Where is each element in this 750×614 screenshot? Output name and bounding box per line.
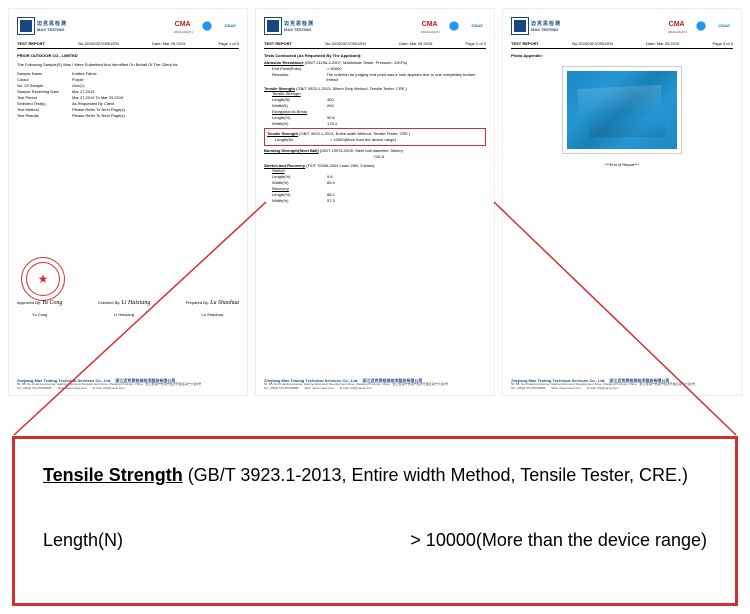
callout-title: Tensile Strength bbox=[43, 465, 183, 485]
callout-heading: Tensile Strength (GB/T 3923.1-2013, Enti… bbox=[43, 465, 707, 486]
callout-label: Length(N) bbox=[43, 530, 123, 551]
callout-data-row: Length(N) > 10000(More than the device r… bbox=[43, 530, 707, 551]
callout-spec: (GB/T 3923.1-2013, Entire width Method, … bbox=[183, 465, 688, 485]
callout-zoom-box: Tensile Strength (GB/T 3923.1-2013, Enti… bbox=[12, 436, 738, 606]
callout-value: > 10000(More than the device range) bbox=[410, 530, 707, 551]
